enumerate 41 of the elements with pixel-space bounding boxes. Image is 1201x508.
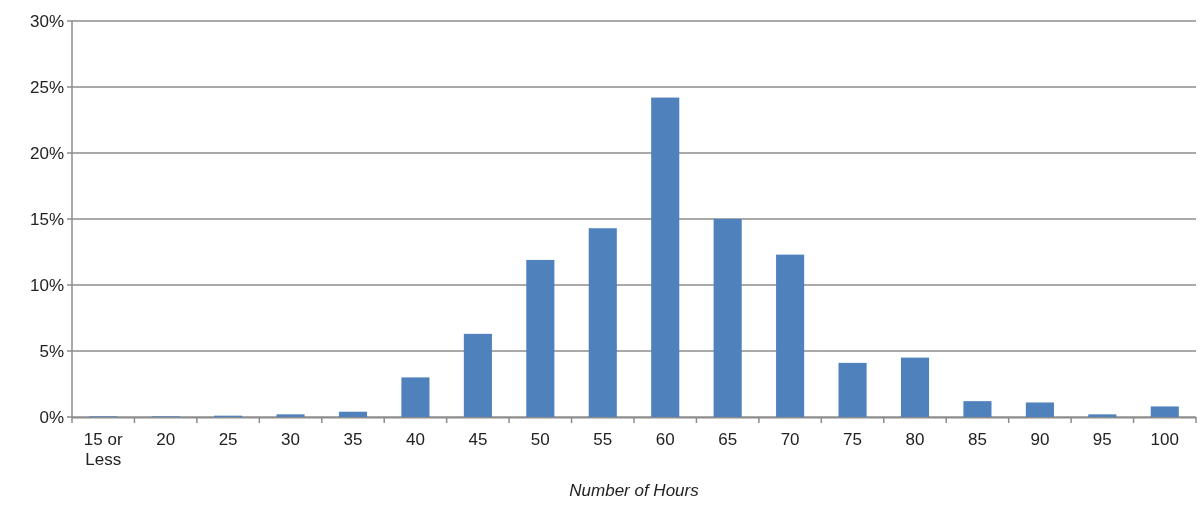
x-tick-label: 85 bbox=[967, 430, 987, 449]
bar bbox=[1025, 402, 1054, 417]
x-tick-label: 100 bbox=[1150, 430, 1179, 449]
bar bbox=[338, 411, 368, 417]
x-tick-label: 30 bbox=[281, 430, 301, 449]
x-tick-label: 45 bbox=[468, 430, 488, 449]
x-tick-label: 80 bbox=[905, 430, 925, 449]
x-tick-label: 60 bbox=[655, 430, 675, 449]
y-tick-label: 15% bbox=[29, 209, 64, 229]
x-axis-title: Number of Hours bbox=[569, 481, 700, 500]
bar bbox=[651, 97, 680, 417]
bar bbox=[588, 228, 617, 417]
x-tick-label: 75 bbox=[843, 430, 863, 449]
y-tick-label: 5% bbox=[39, 341, 64, 361]
bar bbox=[276, 414, 305, 417]
x-tick-label: 90 bbox=[1030, 430, 1050, 449]
x-tick-label: 95 bbox=[1092, 430, 1112, 449]
x-tick-label: 55 bbox=[593, 430, 613, 449]
x-tick-label: 15 or Less bbox=[83, 430, 123, 469]
y-tick-label: 25% bbox=[29, 77, 64, 97]
x-tick-label: 35 bbox=[343, 430, 363, 449]
x-tick-label: 65 bbox=[718, 430, 738, 449]
bar bbox=[401, 377, 430, 417]
bar bbox=[776, 254, 805, 417]
x-tick-label: 50 bbox=[530, 430, 550, 449]
bar bbox=[1088, 414, 1117, 417]
bar bbox=[900, 357, 930, 417]
x-tick-label: 25 bbox=[218, 430, 238, 449]
y-tick-label: 20% bbox=[29, 143, 64, 163]
bar bbox=[463, 333, 492, 417]
y-tick-label: 0% bbox=[39, 407, 64, 427]
y-tick-label: 10% bbox=[29, 275, 64, 295]
bar bbox=[838, 362, 867, 417]
bar bbox=[713, 219, 742, 417]
y-tick-label: 30% bbox=[29, 11, 64, 31]
x-tick-label: 40 bbox=[405, 430, 425, 449]
x-tick-label: 20 bbox=[156, 430, 176, 449]
bar bbox=[1150, 406, 1179, 417]
bar bbox=[526, 259, 555, 417]
bar bbox=[963, 401, 992, 417]
x-tick-label: 70 bbox=[780, 430, 800, 449]
